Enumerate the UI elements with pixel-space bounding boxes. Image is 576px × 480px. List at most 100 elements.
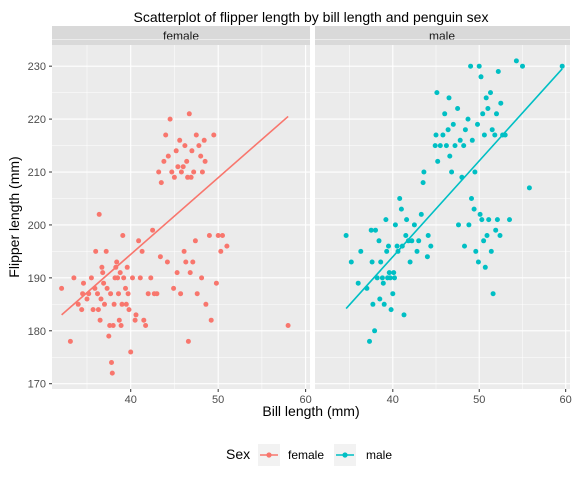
data-point — [443, 143, 449, 149]
data-point — [447, 153, 453, 159]
data-point — [198, 153, 204, 159]
data-point — [224, 243, 230, 249]
y-tick-label: 210 — [28, 167, 46, 179]
data-point — [433, 132, 439, 138]
data-point — [425, 233, 431, 238]
data-point — [379, 275, 385, 281]
y-tick-label: 180 — [28, 326, 46, 338]
data-point — [358, 248, 364, 254]
data-point — [86, 291, 92, 297]
data-point — [193, 132, 199, 138]
data-point — [498, 100, 504, 106]
data-point — [189, 148, 195, 154]
data-point — [96, 211, 102, 217]
data-point — [126, 307, 132, 313]
data-point — [98, 296, 104, 302]
data-point — [125, 291, 131, 297]
data-point — [465, 116, 471, 122]
data-point — [136, 238, 142, 244]
x-tick-label: 50 — [212, 394, 224, 406]
data-point — [115, 275, 121, 281]
data-point — [156, 169, 162, 175]
data-point — [466, 222, 472, 228]
data-point — [481, 132, 487, 138]
data-point — [103, 248, 109, 254]
data-point — [391, 270, 397, 276]
data-point — [123, 301, 129, 307]
data-point — [390, 291, 396, 297]
x-tick-label: 60 — [560, 394, 572, 406]
data-point — [119, 301, 125, 307]
data-point — [90, 307, 96, 313]
data-point — [414, 248, 420, 254]
legend-dot-male — [342, 452, 348, 458]
data-point — [196, 143, 202, 149]
data-point — [124, 264, 130, 270]
data-point — [381, 301, 387, 307]
legend-label-male: male — [366, 448, 392, 462]
data-point — [494, 217, 500, 223]
data-point — [492, 132, 498, 138]
data-point — [403, 233, 409, 238]
data-point — [180, 164, 186, 170]
data-point — [113, 264, 119, 270]
data-point — [199, 169, 205, 175]
data-point — [484, 233, 490, 238]
data-point — [111, 301, 117, 307]
data-point — [215, 233, 221, 238]
data-point — [199, 275, 205, 281]
data-point — [416, 238, 422, 244]
data-point — [380, 280, 386, 286]
x-tick-label: 40 — [125, 394, 137, 406]
data-point — [150, 227, 156, 233]
y-tick-label: 220 — [28, 114, 46, 126]
data-point — [220, 233, 225, 238]
data-point — [158, 180, 164, 186]
data-point — [490, 291, 496, 297]
y-tick-label: 200 — [28, 220, 46, 232]
data-point — [167, 116, 173, 122]
data-point — [385, 275, 391, 281]
data-point — [373, 227, 378, 233]
data-point — [452, 143, 458, 149]
data-point — [178, 169, 184, 175]
data-point — [456, 222, 461, 228]
data-point — [367, 338, 372, 344]
data-point — [435, 158, 441, 164]
data-point — [116, 317, 122, 323]
data-point — [95, 291, 100, 297]
data-point — [116, 291, 121, 297]
data-point — [101, 280, 107, 286]
data-point — [370, 301, 376, 307]
data-point — [399, 243, 405, 249]
data-point — [432, 143, 438, 149]
data-point — [420, 180, 426, 186]
data-point — [118, 323, 124, 328]
data-point — [137, 275, 143, 281]
data-point — [489, 127, 495, 133]
data-point — [462, 127, 468, 133]
data-point — [520, 63, 525, 69]
legend-item-female: female — [258, 444, 324, 466]
legend: Sex female male — [226, 444, 392, 466]
data-point — [478, 74, 484, 80]
data-point — [486, 217, 492, 223]
data-point — [84, 296, 90, 302]
legend-title: Sex — [226, 446, 250, 462]
data-point — [75, 301, 81, 307]
chart-title: Scatterplot of flipper length by bill le… — [134, 9, 489, 25]
data-point — [469, 196, 474, 201]
y-axis-title: Flipper length (mm) — [6, 156, 22, 277]
data-point — [502, 132, 508, 138]
data-point — [473, 248, 479, 254]
data-point — [203, 301, 209, 307]
data-point — [485, 106, 491, 111]
data-point — [143, 323, 149, 328]
data-point — [130, 275, 135, 281]
y-axis: 170 180 190 200 210 220 230 — [28, 61, 52, 391]
data-point — [434, 90, 440, 96]
x-axis: 40 50 60 40 50 60 — [125, 389, 572, 406]
panel-female: female — [52, 26, 310, 389]
data-point — [173, 148, 179, 154]
data-point — [183, 259, 189, 265]
